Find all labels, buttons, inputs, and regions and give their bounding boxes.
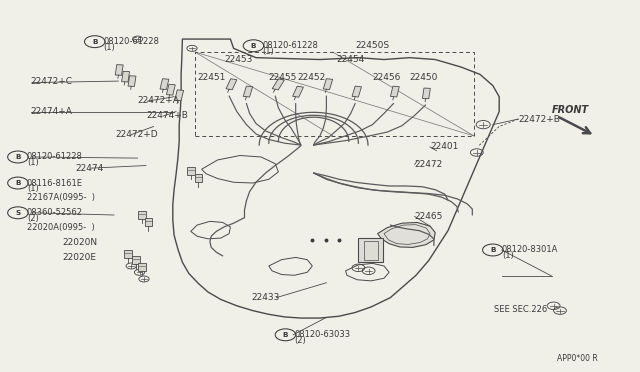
Text: 22472+B: 22472+B	[518, 115, 560, 124]
Text: B: B	[92, 39, 97, 45]
Text: B: B	[283, 332, 288, 338]
Polygon shape	[175, 90, 184, 101]
Bar	[195, 174, 202, 182]
Text: (1): (1)	[104, 43, 115, 52]
Text: 08120-61228: 08120-61228	[262, 41, 318, 50]
Polygon shape	[243, 86, 253, 97]
Text: 08120-61228: 08120-61228	[27, 153, 83, 161]
Text: 22020A(0995-  ): 22020A(0995- )	[27, 223, 95, 232]
Polygon shape	[128, 76, 136, 86]
Text: 22465: 22465	[415, 212, 443, 221]
Text: 22020N: 22020N	[63, 238, 98, 247]
Polygon shape	[390, 86, 399, 97]
Bar	[138, 263, 146, 271]
Text: 08116-8161E: 08116-8161E	[27, 179, 83, 187]
Text: S: S	[15, 210, 20, 216]
Polygon shape	[422, 88, 430, 99]
Text: 08120-63033: 08120-63033	[294, 330, 351, 339]
Text: 22433: 22433	[251, 293, 279, 302]
Text: 22474: 22474	[76, 164, 104, 173]
Polygon shape	[166, 84, 175, 95]
Polygon shape	[352, 86, 362, 97]
Polygon shape	[160, 79, 169, 90]
Text: B: B	[15, 180, 20, 186]
Text: 22451: 22451	[197, 73, 225, 82]
Text: (2): (2)	[294, 336, 306, 345]
Text: 08120-61228: 08120-61228	[104, 37, 159, 46]
Bar	[187, 167, 195, 175]
Text: 22167A(0995-  ): 22167A(0995- )	[27, 193, 95, 202]
Text: 22474+A: 22474+A	[31, 107, 72, 116]
Bar	[138, 211, 146, 219]
Text: 08120-8301A: 08120-8301A	[502, 246, 558, 254]
Polygon shape	[226, 79, 237, 90]
Text: FRONT: FRONT	[552, 105, 589, 115]
Text: 22452: 22452	[298, 73, 326, 82]
Text: 22401: 22401	[430, 142, 458, 151]
Text: 22450: 22450	[410, 73, 438, 82]
Text: (1): (1)	[27, 158, 38, 167]
Text: (1): (1)	[502, 251, 513, 260]
Text: B: B	[251, 43, 256, 49]
Bar	[124, 250, 132, 258]
Text: B: B	[490, 247, 495, 253]
Polygon shape	[122, 71, 129, 82]
Text: 08360-52562: 08360-52562	[27, 208, 83, 217]
Polygon shape	[292, 86, 303, 97]
Text: 22472: 22472	[415, 160, 443, 169]
Text: 22450S: 22450S	[356, 41, 390, 50]
Polygon shape	[323, 79, 333, 90]
Text: (1): (1)	[27, 184, 38, 193]
Text: 22456: 22456	[372, 73, 401, 82]
Text: 22020E: 22020E	[63, 253, 97, 262]
Text: 22474+B: 22474+B	[146, 111, 188, 120]
Text: (1): (1)	[262, 47, 274, 56]
Polygon shape	[272, 79, 284, 90]
Polygon shape	[378, 222, 435, 247]
Text: SEE SEC.226: SEE SEC.226	[494, 305, 547, 314]
Text: 22453: 22453	[224, 55, 252, 64]
Text: B: B	[15, 154, 20, 160]
Polygon shape	[115, 65, 123, 75]
Text: 22472+C: 22472+C	[31, 77, 73, 86]
Text: APP0*00 R: APP0*00 R	[557, 355, 598, 363]
Text: 22455: 22455	[269, 73, 297, 82]
Polygon shape	[358, 238, 383, 262]
Text: 22472+D: 22472+D	[115, 130, 158, 139]
Text: (2): (2)	[27, 214, 38, 223]
Text: 22472+A: 22472+A	[138, 96, 179, 105]
Text: 22454: 22454	[337, 55, 365, 64]
Bar	[145, 218, 152, 226]
Bar	[132, 256, 140, 264]
